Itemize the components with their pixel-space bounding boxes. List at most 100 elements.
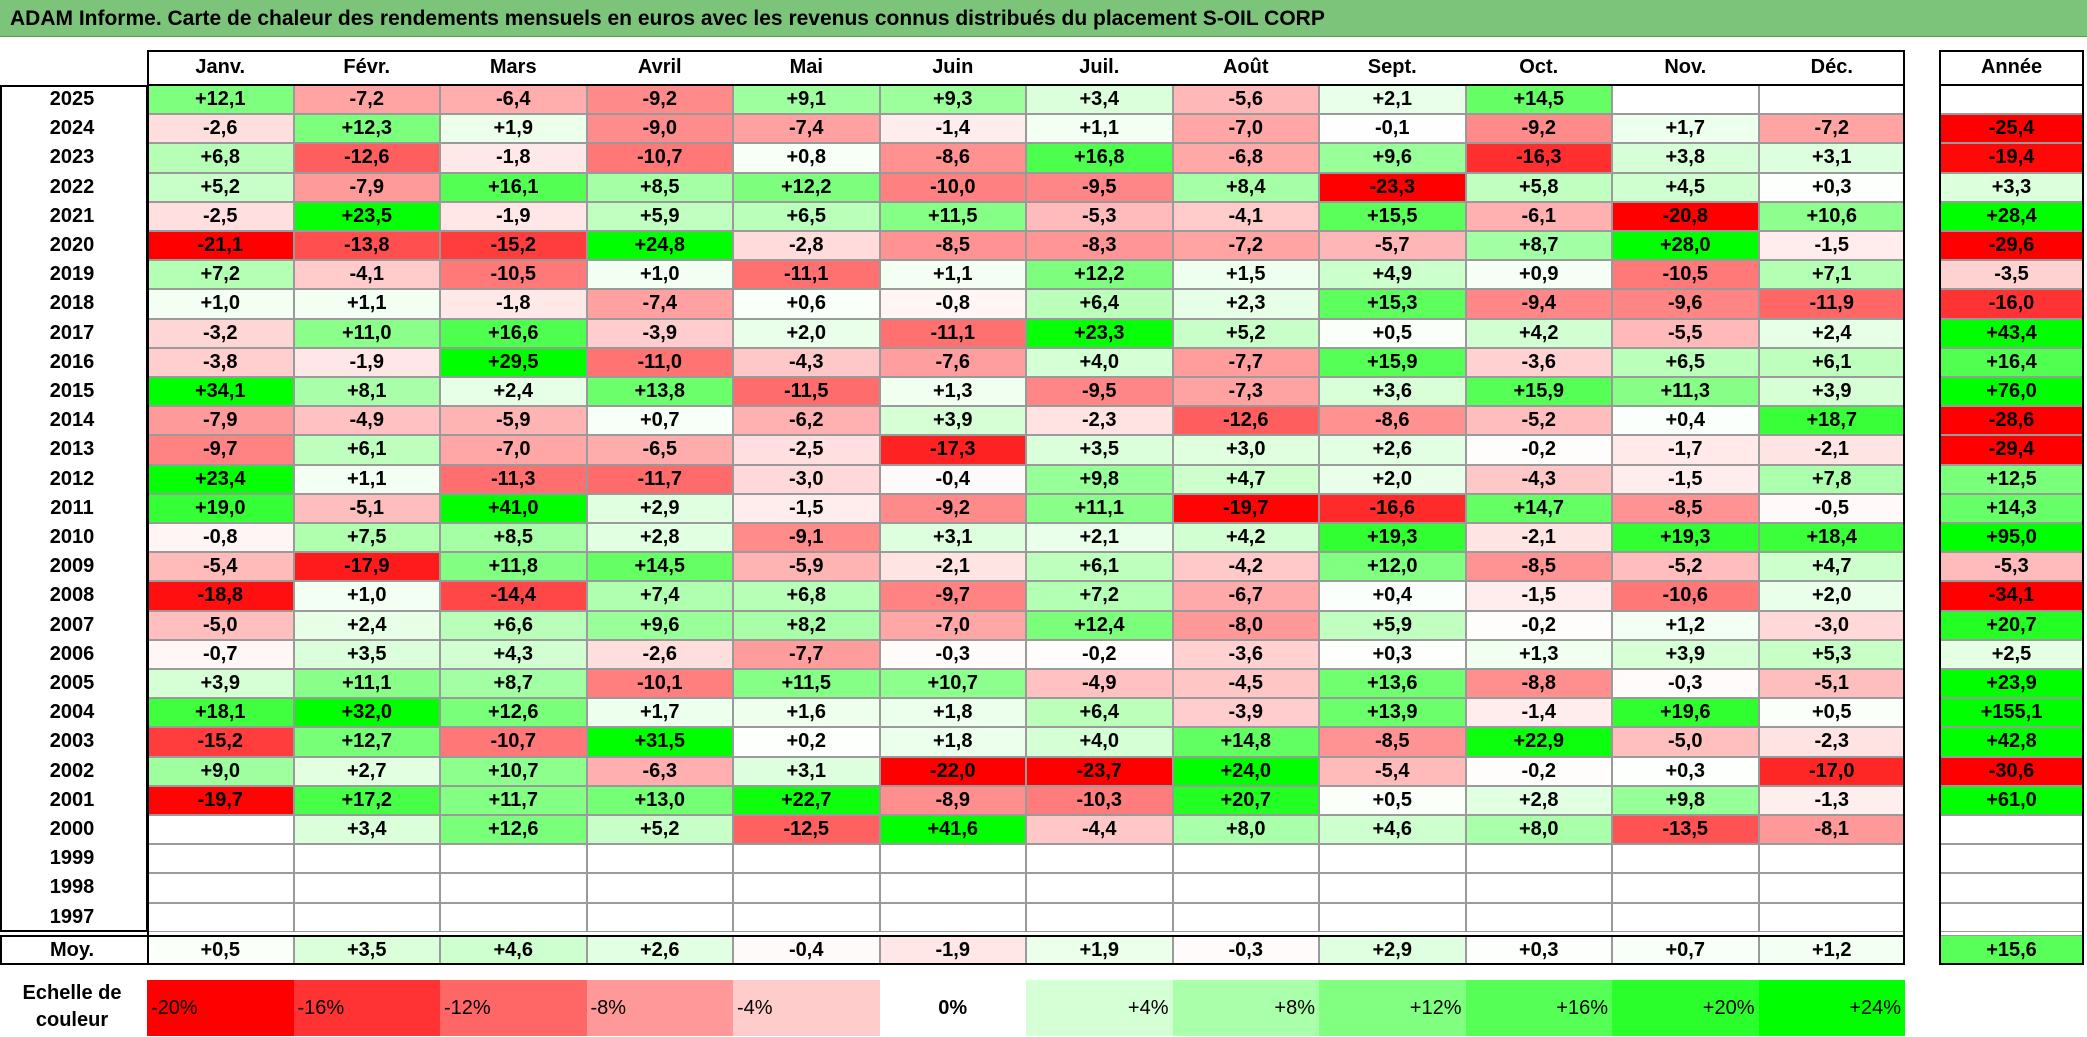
- average-cell: +0,5: [147, 935, 294, 965]
- annual-cell: -28,6: [1939, 406, 2084, 436]
- heatmap-cell: -9,4: [1465, 289, 1612, 319]
- year-label: 2003: [49, 730, 95, 753]
- heatmap-cell: +8,0: [1465, 815, 1612, 845]
- heatmap-cell: +3,6: [1319, 377, 1466, 407]
- heatmap-cell: +6,5: [1612, 347, 1759, 377]
- annual-cell: +14,3: [1939, 493, 2084, 523]
- legend-swatch: -8%: [586, 980, 733, 1036]
- heatmap-cell: +23,5: [293, 201, 440, 231]
- title-bar: ADAM Informe. Carte de chaleur des rende…: [0, 0, 2087, 37]
- heatmap-cell: -1,7: [1612, 435, 1759, 465]
- heatmap-cell: +3,9: [1758, 377, 1905, 407]
- heatmap-cell: [733, 844, 880, 874]
- heatmap-cell: -1,4: [879, 114, 1026, 144]
- heatmap-cell: -2,3: [1026, 406, 1173, 436]
- heatmap-cell: -7,0: [1172, 114, 1319, 144]
- heatmap-cell: +13,0: [586, 785, 733, 815]
- heatmap-cell: +1,1: [879, 260, 1026, 290]
- heatmap-cell: +10,7: [440, 756, 587, 786]
- heatmap-cell: [1758, 902, 1905, 932]
- heatmap-cell: -7,0: [440, 435, 587, 465]
- heatmap-cell: -5,1: [1758, 669, 1905, 699]
- heatmap-cell: +0,6: [733, 289, 880, 319]
- month-header: Oct.: [1519, 56, 1559, 78]
- heatmap-cell: +6,6: [440, 610, 587, 640]
- heatmap-cell: -9,7: [147, 435, 294, 465]
- heatmap-cell: [147, 844, 294, 874]
- heatmap-cell: -0,7: [147, 639, 294, 669]
- heatmap-cell: -4,1: [1172, 201, 1319, 231]
- heatmap-cell: +6,8: [147, 143, 294, 173]
- heatmap-cell: +10,7: [879, 669, 1026, 699]
- heatmap-cell: -0,4: [879, 464, 1026, 494]
- year-label: 2010: [49, 526, 95, 549]
- heatmap-cell: +16,1: [440, 172, 587, 202]
- heatmap-cell: [293, 873, 440, 903]
- heatmap-cell: +2,1: [1319, 85, 1466, 115]
- annual-cell: +2,5: [1939, 639, 2084, 669]
- heatmap-cell: [733, 873, 880, 903]
- heatmap-cell: [440, 873, 587, 903]
- heatmap-cell: -23,7: [1026, 756, 1173, 786]
- heatmap-cell: -2,6: [586, 639, 733, 669]
- heatmap-cell: +0,3: [1319, 639, 1466, 669]
- heatmap-cell: -8,9: [879, 785, 1026, 815]
- heatmap-cell: -0,2: [1465, 435, 1612, 465]
- heatmap-cell: +34,1: [147, 377, 294, 407]
- average-cell: +3,5: [293, 935, 440, 965]
- heatmap-cell: [1319, 873, 1466, 903]
- heatmap-cell: -0,5: [1758, 493, 1905, 523]
- heatmap-cell: -4,2: [1172, 552, 1319, 582]
- heatmap-cell: -4,5: [1172, 669, 1319, 699]
- heatmap-cell: -1,5: [733, 493, 880, 523]
- average-cell: +2,6: [586, 935, 733, 965]
- heatmap-cell: +5,2: [586, 815, 733, 845]
- month-header: Mai: [789, 56, 823, 78]
- heatmap-cell: -12,6: [1172, 406, 1319, 436]
- average-cell: +0,3: [1465, 935, 1612, 965]
- heatmap-cell: +19,0: [147, 493, 294, 523]
- heatmap-cell: +12,6: [440, 815, 587, 845]
- heatmap-cell: -11,1: [733, 260, 880, 290]
- heatmap-cell: +9,8: [1026, 464, 1173, 494]
- average-cell: +1,2: [1758, 935, 1905, 965]
- heatmap-cell: +11,5: [733, 669, 880, 699]
- heatmap-cell: +1,3: [879, 377, 1026, 407]
- heatmap-cell: +6,1: [293, 435, 440, 465]
- heatmap-cell: +16,8: [1026, 143, 1173, 173]
- heatmap-cell: +2,8: [586, 523, 733, 553]
- heatmap-cell: +8,2: [733, 610, 880, 640]
- heatmap-cell: +11,5: [879, 201, 1026, 231]
- heatmap-cell: -2,8: [733, 231, 880, 261]
- heatmap-cell: -1,8: [440, 143, 587, 173]
- heatmap-cell: -4,3: [733, 347, 880, 377]
- heatmap-cell: [440, 902, 587, 932]
- heatmap-cell: -9,2: [586, 85, 733, 115]
- annual-cell: +23,9: [1939, 669, 2084, 699]
- month-header: Déc.: [1810, 56, 1853, 78]
- heatmap-cell: +29,5: [440, 347, 587, 377]
- heatmap-cell: +2,7: [293, 756, 440, 786]
- year-label: 2014: [49, 409, 95, 432]
- heatmap-cell: -8,5: [1319, 727, 1466, 757]
- heatmap-cell: +8,0: [1172, 815, 1319, 845]
- heatmap-cell: +1,7: [586, 698, 733, 728]
- heatmap-cell: -9,2: [879, 493, 1026, 523]
- heatmap-cell: +9,1: [733, 85, 880, 115]
- heatmap-cell: -0,3: [879, 639, 1026, 669]
- legend-swatch: +16%: [1465, 980, 1612, 1036]
- average-cell: -0,3: [1172, 935, 1319, 965]
- heatmap-cell: -5,4: [1319, 756, 1466, 786]
- heatmap-cell: [293, 844, 440, 874]
- heatmap-cell: +0,5: [1319, 785, 1466, 815]
- heatmap-cell: -4,3: [1465, 464, 1612, 494]
- heatmap-cell: -0,2: [1465, 610, 1612, 640]
- heatmap-cell: -4,4: [1026, 815, 1173, 845]
- heatmap-cell: +2,4: [440, 377, 587, 407]
- average-cell: +4,6: [440, 935, 587, 965]
- legend-swatch: +12%: [1319, 980, 1466, 1036]
- heatmap-cell: +20,7: [1172, 785, 1319, 815]
- heatmap-cell: -1,8: [440, 289, 587, 319]
- heatmap-cell: +9,3: [879, 85, 1026, 115]
- year-label: 2013: [49, 438, 95, 461]
